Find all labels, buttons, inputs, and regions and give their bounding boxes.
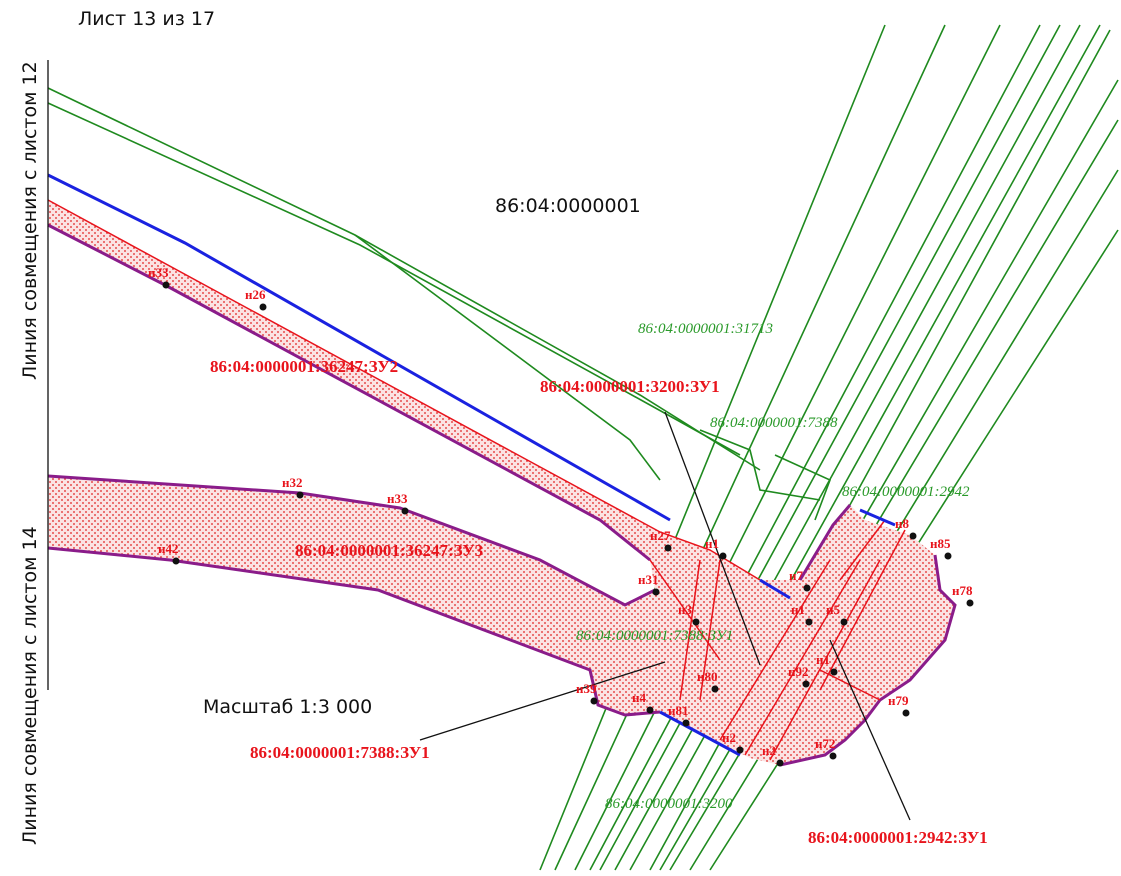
vertex <box>692 618 700 626</box>
vertex <box>664 544 672 552</box>
black-lines <box>47 60 911 821</box>
point-label: н31 <box>638 572 659 587</box>
point-label: н26 <box>245 287 266 302</box>
point-label: н33 <box>387 491 408 506</box>
point-label: н5 <box>826 602 840 617</box>
vertex <box>646 706 654 714</box>
point-label: н2 <box>762 743 776 758</box>
vertex <box>944 552 952 560</box>
blue-lines <box>47 173 896 757</box>
border-label: Линия совмещения с листом 12 <box>19 61 41 380</box>
vertex <box>736 746 744 754</box>
green-lines <box>47 24 1119 871</box>
parcel-label: 86:04:0000001:7388:ЗУ1 <box>250 743 430 762</box>
point-label: н85 <box>930 536 951 551</box>
point-label: н1 <box>791 602 805 617</box>
parcel-label: 86:04:0000001:2942:ЗУ1 <box>808 828 988 847</box>
point-label: н92 <box>788 664 809 679</box>
point-label: н2 <box>722 730 736 745</box>
point-label: н80 <box>697 669 718 684</box>
parcel-label: 86:04:0000001:36247:ЗУ2 <box>210 357 398 376</box>
red-lines <box>47 199 906 761</box>
neighbor-label: 86:04:0000001:7388 <box>710 415 838 431</box>
vertex <box>259 303 267 311</box>
point-label: н72 <box>815 736 836 751</box>
vertex <box>776 759 784 767</box>
point-label: н4 <box>632 690 646 705</box>
vertex <box>711 685 719 693</box>
vertex <box>802 680 810 688</box>
sheet-label: Лист 13 из 17 <box>78 8 215 30</box>
vertex <box>652 588 660 596</box>
vertex <box>682 719 690 727</box>
point-label: н1 <box>816 652 830 667</box>
neighbor-label: 86:04:0000001:3200 <box>605 796 733 812</box>
point-label: н1 <box>705 536 719 551</box>
block-label: 86:04:0000001 <box>495 195 641 217</box>
vertex <box>902 709 910 717</box>
vertex <box>840 618 848 626</box>
vertex <box>296 491 304 499</box>
vertex <box>401 507 409 515</box>
point-label: н79 <box>888 693 909 708</box>
point-label: н8 <box>895 516 909 531</box>
vertex <box>830 668 838 676</box>
point-label: н39 <box>576 681 597 696</box>
neighbor-label: 86:04:0000001:7388:ЗУ1 <box>576 628 733 644</box>
parcel-area <box>48 200 955 765</box>
vertex <box>803 584 811 592</box>
point-labels: н33 н26 н32 н33 н42 н27 н1 н31 н3 н39 н4 н81 н80 н2 н2… <box>148 265 973 758</box>
vertex <box>172 557 180 565</box>
vertex <box>719 552 727 560</box>
vertices <box>162 281 974 767</box>
vertex <box>909 532 917 540</box>
vertex <box>805 618 813 626</box>
parcel-borders <box>47 223 957 767</box>
point-label: н81 <box>668 703 689 718</box>
scale-label: Масштаб 1:3 000 <box>203 696 372 718</box>
point-label: н3 <box>678 602 692 617</box>
point-label: н32 <box>282 475 303 490</box>
vertex <box>829 752 837 760</box>
parcel-label: 86:04:0000001:3200:ЗУ1 <box>540 377 720 396</box>
neighbor-label: 86:04:0000001:31713 <box>638 321 773 337</box>
point-label: н33 <box>148 265 169 280</box>
vertex <box>966 599 974 607</box>
neighbor-label: 86:04:0000001:2942 <box>842 484 970 500</box>
vertex <box>162 281 170 289</box>
point-label: н78 <box>952 583 973 598</box>
vertex <box>590 697 598 705</box>
parcel-label: 86:04:0000001:36247:ЗУ3 <box>295 541 483 560</box>
point-label: н27 <box>650 528 671 543</box>
point-label: н42 <box>158 541 179 556</box>
border-label: Линия совмещения с листом 14 <box>19 526 41 845</box>
point-label: н7 <box>789 568 803 583</box>
